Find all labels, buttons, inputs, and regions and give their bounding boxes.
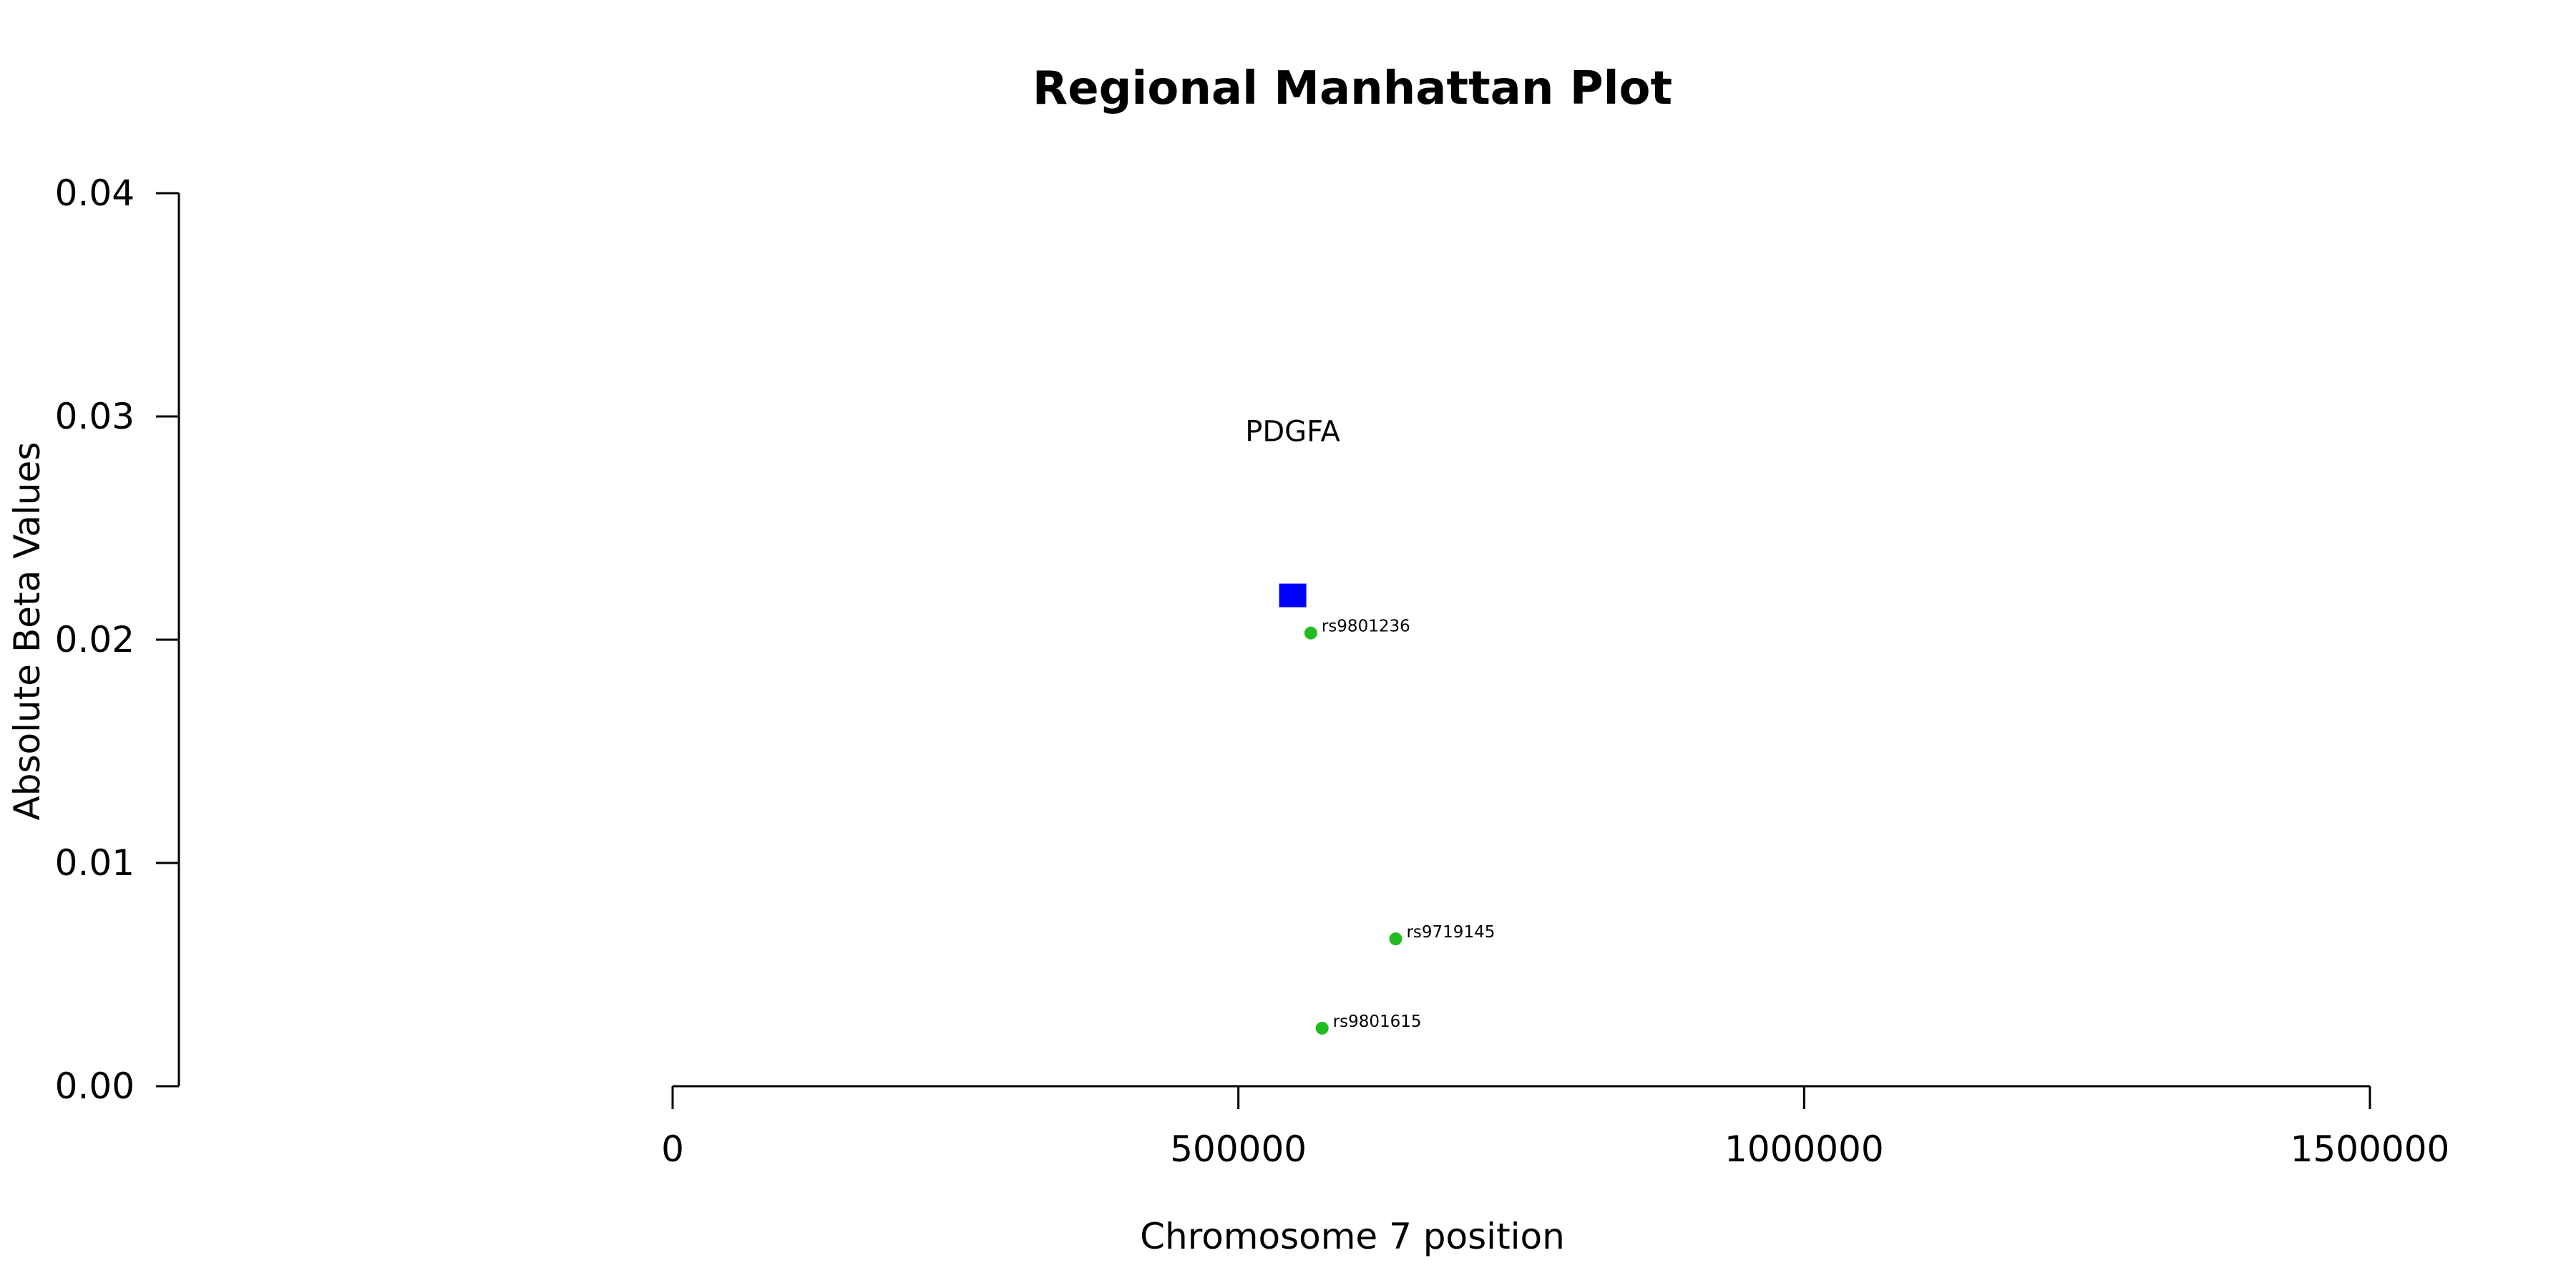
plot-marks: PDGFA rs9801236 rs9719145 rs9801615 bbox=[1245, 416, 1495, 1035]
gene-label: PDGFA bbox=[1245, 416, 1340, 449]
gene-marker bbox=[1279, 583, 1307, 608]
y-tick-label: 0.00 bbox=[55, 1065, 135, 1107]
y-tick-label: 0.01 bbox=[55, 842, 135, 884]
x-tick-label: 500000 bbox=[1170, 1128, 1307, 1170]
snp-point bbox=[1304, 626, 1317, 640]
snp-label: rs9801615 bbox=[1333, 1013, 1422, 1031]
chart-title: Regional Manhattan Plot bbox=[1033, 62, 1672, 115]
snp-label: rs9719145 bbox=[1406, 923, 1495, 942]
snp-point bbox=[1389, 932, 1402, 946]
y-axis-title: Absolute Beta Values bbox=[6, 442, 48, 821]
x-tick-label: 0 bbox=[661, 1128, 684, 1170]
x-axis: 0 500000 1000000 1500000 bbox=[661, 1085, 2450, 1170]
y-tick-label: 0.02 bbox=[55, 619, 135, 660]
snp-point bbox=[1315, 1021, 1329, 1035]
x-axis-title: Chromosome 7 position bbox=[1140, 1216, 1565, 1257]
y-tick-label: 0.04 bbox=[55, 172, 135, 214]
x-tick-label: 1000000 bbox=[1724, 1128, 1884, 1170]
snp-label: rs9801236 bbox=[1322, 618, 1410, 636]
x-tick-label: 1500000 bbox=[2290, 1128, 2450, 1170]
y-axis: 0.00 0.01 0.02 0.03 0.04 bbox=[55, 172, 180, 1107]
y-tick-label: 0.03 bbox=[55, 396, 135, 437]
